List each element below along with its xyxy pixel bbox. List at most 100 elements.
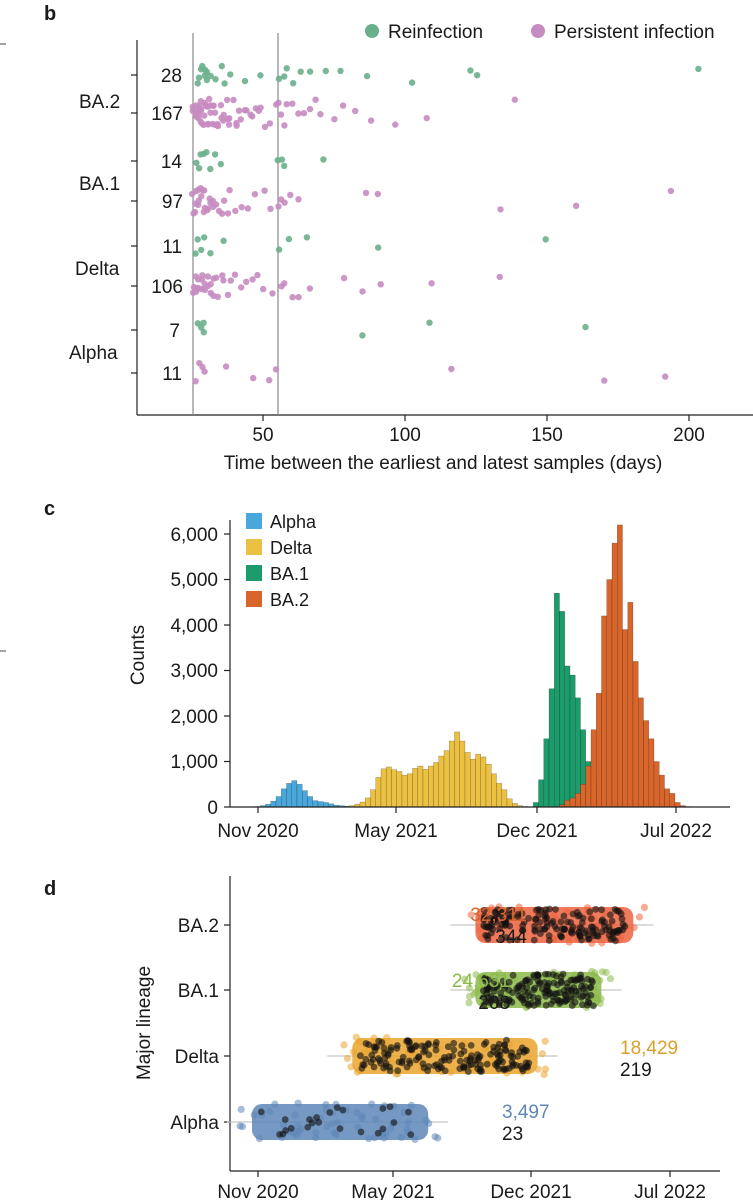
x-tick-label-jul-2022: Jul 2022 <box>640 821 712 842</box>
scatter-point <box>359 288 366 295</box>
scatter-point <box>511 96 518 103</box>
sampled-point <box>365 1041 373 1048</box>
sampled-point <box>480 916 488 924</box>
sampled-point <box>490 1043 498 1051</box>
sampled-point <box>568 926 576 934</box>
scatter-point <box>283 101 290 108</box>
x-tick-label-100: 100 <box>389 425 421 446</box>
sampled-point <box>287 1124 295 1132</box>
strip-point <box>534 1065 542 1073</box>
sampled-point <box>536 979 544 987</box>
panel-d-strips <box>227 903 654 1143</box>
histogram-bar-ba2 <box>659 774 665 808</box>
scatter-point <box>204 205 212 212</box>
panel-d-y-axis-title: Major lineage <box>134 966 155 1080</box>
sampled-point <box>517 1062 524 1070</box>
histogram-bar-delta <box>496 783 502 808</box>
sampled-point <box>362 1056 370 1063</box>
scatter-point <box>233 122 240 129</box>
sampled-point <box>478 1068 485 1075</box>
strip-point <box>538 1050 547 1058</box>
scatter-point <box>219 272 226 279</box>
sampled-point <box>506 922 514 930</box>
sampled-point <box>306 1116 313 1123</box>
sampled-point <box>545 937 553 944</box>
scatter-point <box>194 80 201 87</box>
sampled-point <box>326 1109 334 1116</box>
sampled-point <box>484 935 492 943</box>
sampled-point <box>549 971 557 978</box>
legend-ba2-swatch <box>246 591 262 607</box>
sampled-point <box>556 1000 563 1007</box>
sampled-point <box>533 906 540 914</box>
sampled-point <box>559 970 567 978</box>
histogram-bar-delta <box>386 766 392 808</box>
scatter-point <box>339 102 347 109</box>
sampled-point <box>598 906 605 914</box>
panel-d: d BA.2 BA.1 Delta Alpha Major lineage 32… <box>44 876 720 1200</box>
sampled-point <box>380 1044 388 1052</box>
histogram-bar-delta <box>401 774 408 808</box>
count-ba1-reinfection: 14 <box>161 152 183 173</box>
sampled-point <box>412 1056 420 1064</box>
sampled-point <box>472 1060 479 1068</box>
sampled-point <box>467 1042 475 1049</box>
sampled-point <box>552 906 559 913</box>
histogram-bar-delta <box>365 797 371 808</box>
histogram-bar-alpha <box>270 800 277 808</box>
scatter-point <box>275 246 283 253</box>
y-tick-label-2000: 2,000 <box>170 707 218 728</box>
sampled-point <box>617 910 625 918</box>
scatter-point <box>192 378 199 385</box>
histogram-bar-delta <box>454 731 460 808</box>
sampled-point <box>607 911 614 919</box>
scatter-point <box>295 110 302 117</box>
sampled-point <box>575 929 582 937</box>
x-tick-label-jul-2022: Jul 2022 <box>634 1182 706 1200</box>
scatter-point <box>204 273 211 280</box>
histogram-bar-ba2 <box>611 542 618 808</box>
sampled-point <box>508 998 516 1006</box>
x-tick-label-may-2021: May 2021 <box>354 821 437 842</box>
scatter-point <box>375 244 382 251</box>
strip-point <box>312 1134 320 1142</box>
sampled-point <box>514 1053 522 1060</box>
histogram-bar-alpha <box>307 796 313 808</box>
legend-alpha-label: Alpha <box>270 512 317 532</box>
scatter-point <box>320 156 327 163</box>
scatter-point <box>306 285 314 292</box>
sampled-point <box>549 918 557 925</box>
panel-b-legend: Reinfection Persistent infection <box>365 22 715 43</box>
histogram-bar-alpha <box>286 783 292 808</box>
scatter-point <box>312 96 319 103</box>
strip-point <box>461 975 469 983</box>
count-ba2-reinfection: 28 <box>161 66 182 87</box>
sampled-point <box>605 931 613 939</box>
histogram-bar-ba1 <box>533 802 539 808</box>
scatter-point <box>281 162 288 170</box>
row-label-alpha: Alpha <box>170 1113 219 1134</box>
panel-c-y-axis-title: Counts <box>128 625 149 685</box>
scatter-point <box>207 250 214 257</box>
scatter-point <box>352 107 359 115</box>
histogram-bar-ba1 <box>575 697 581 808</box>
histogram-bar-delta <box>370 789 376 808</box>
sampled-point <box>336 1125 344 1132</box>
sampled-point <box>495 1001 503 1009</box>
sampled-point <box>589 923 597 931</box>
strip-point <box>323 1122 331 1130</box>
strip-point <box>602 968 610 977</box>
legend-reinfection-label: Reinfection <box>388 22 483 43</box>
histogram-bar-delta <box>391 769 397 808</box>
histogram-bar-ba2 <box>643 720 649 808</box>
sampled-point <box>495 1040 503 1048</box>
strip-point <box>465 984 473 992</box>
sampled-point <box>483 1060 491 1068</box>
sampled-point <box>568 1002 576 1009</box>
scatter-point <box>337 67 344 75</box>
scatter-point <box>200 319 207 326</box>
scatter-point <box>281 280 288 287</box>
sampled-point <box>588 977 595 984</box>
scatter-point <box>226 115 233 122</box>
strip-point <box>356 1037 364 1045</box>
